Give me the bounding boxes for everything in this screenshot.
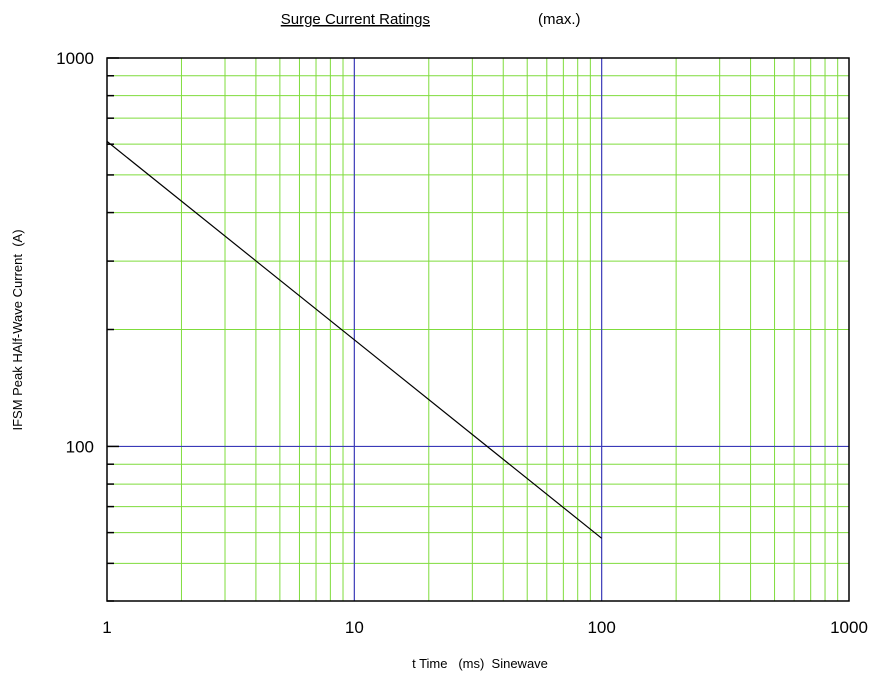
series-line <box>106 140 603 539</box>
grid-lines <box>107 58 849 602</box>
y-axis-tick-labels: 100 1000 <box>56 49 94 456</box>
x-tick-label: 10 <box>345 618 364 637</box>
x-axis-label: t Time (ms) Sinewave <box>412 656 548 671</box>
chart-title: Surge Current Ratings <box>281 11 430 28</box>
y-tick-label: 1000 <box>56 49 94 68</box>
x-axis-tick-labels: 1 10 100 1000 <box>102 618 868 637</box>
x-tick-label: 1 <box>102 618 111 637</box>
y-tick-label: 100 <box>66 437 94 456</box>
y-axis-label: IFSM Peak HAlf-Wave Current (A) <box>10 229 25 430</box>
y-axis-ticks <box>107 57 119 602</box>
chart-title-suffix: (max.) <box>538 11 581 28</box>
x-tick-label: 100 <box>587 618 615 637</box>
series-group <box>106 140 603 539</box>
x-tick-label: 1000 <box>830 618 868 637</box>
